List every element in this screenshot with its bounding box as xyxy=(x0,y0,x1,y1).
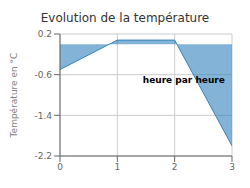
svg-text:Température en °C: Température en °C xyxy=(9,53,19,139)
svg-text:0: 0 xyxy=(57,162,63,172)
svg-text:2: 2 xyxy=(172,162,178,172)
svg-text:-0.6: -0.6 xyxy=(34,70,52,80)
svg-text:-1.4: -1.4 xyxy=(34,111,52,121)
html-text:heure par heure: heure par heure xyxy=(142,75,225,86)
svg-text:-2.2: -2.2 xyxy=(34,151,52,161)
svg-text:0.2: 0.2 xyxy=(38,29,52,39)
html-text:Evolution de la température: Evolution de la température xyxy=(40,11,210,25)
svg-text:3: 3 xyxy=(229,162,235,172)
svg-text:1: 1 xyxy=(114,162,120,172)
